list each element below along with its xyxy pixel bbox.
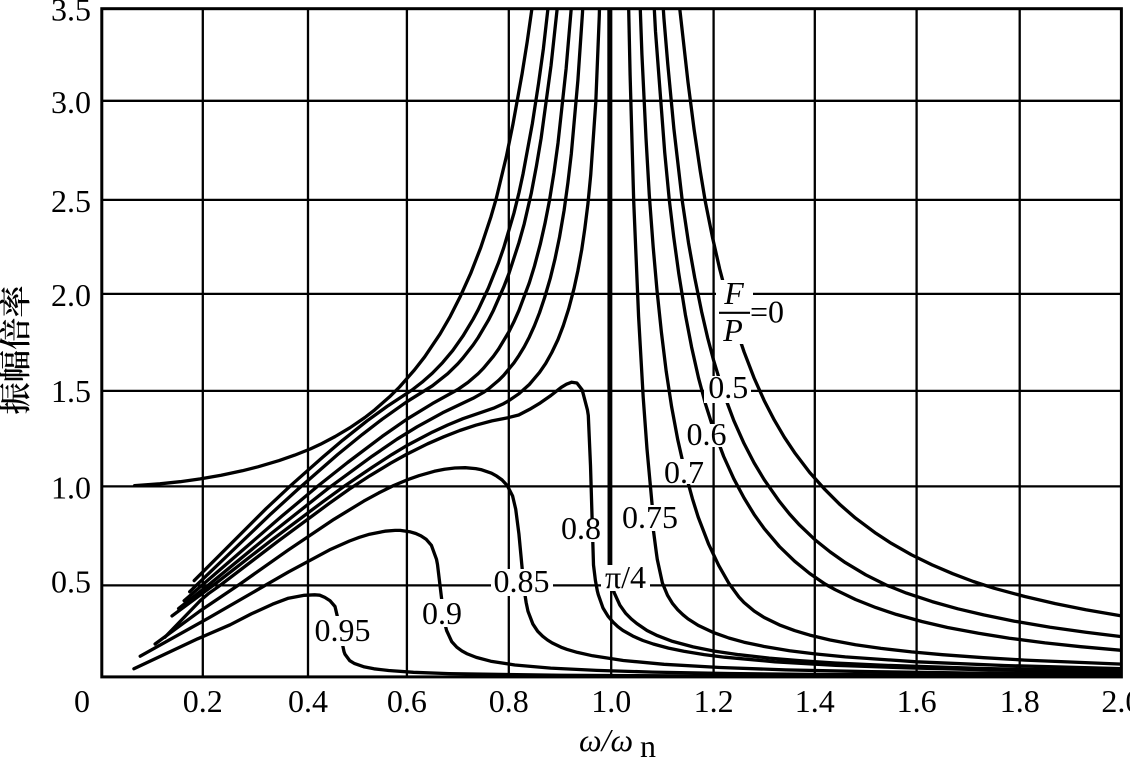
svg-text:3.0: 3.0 [51,84,91,120]
svg-text:2.0: 2.0 [1101,683,1130,719]
svg-text:1.0: 1.0 [591,683,631,719]
svg-text:2.5: 2.5 [51,183,91,219]
svg-text:F: F [723,275,744,311]
svg-text:0.7: 0.7 [664,454,704,490]
svg-text:0.8: 0.8 [489,683,529,719]
svg-text:0.95: 0.95 [315,612,371,648]
svg-text:1.8: 1.8 [1000,683,1040,719]
svg-text:0: 0 [74,683,90,719]
svg-text:n: n [640,728,656,759]
svg-text:3.5: 3.5 [51,0,91,28]
svg-text:1.4: 1.4 [795,683,835,719]
svg-text:0.5: 0.5 [708,369,748,405]
svg-text:1.5: 1.5 [51,373,91,409]
svg-text:1.0: 1.0 [51,470,91,506]
svg-text:1.6: 1.6 [897,683,937,719]
svg-text:P: P [722,312,743,348]
svg-text:0.9: 0.9 [422,595,462,631]
svg-text:0.4: 0.4 [288,683,328,719]
svg-text:0.75: 0.75 [622,499,678,535]
svg-text:2.0: 2.0 [51,277,91,313]
svg-text:0.2: 0.2 [183,683,223,719]
svg-text:π/4: π/4 [605,559,646,595]
svg-text:0.6: 0.6 [387,683,427,719]
svg-text:0.6: 0.6 [687,416,727,452]
svg-text:0.85: 0.85 [494,563,550,599]
svg-text:0.5: 0.5 [51,563,91,599]
svg-text:=0: =0 [750,294,784,330]
svg-text:1.2: 1.2 [694,683,734,719]
svg-text:ω/ω: ω/ω [579,722,633,758]
svg-text:0.8: 0.8 [561,510,601,546]
